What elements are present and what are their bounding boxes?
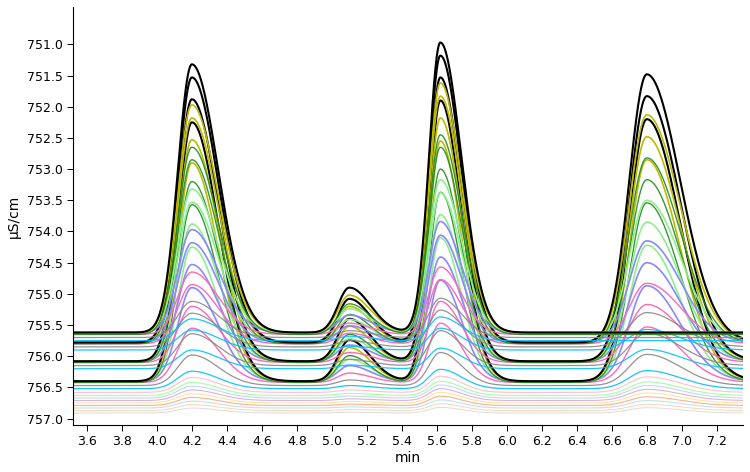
Y-axis label: μS/cm: μS/cm [7,194,21,237]
X-axis label: min: min [395,451,421,465]
